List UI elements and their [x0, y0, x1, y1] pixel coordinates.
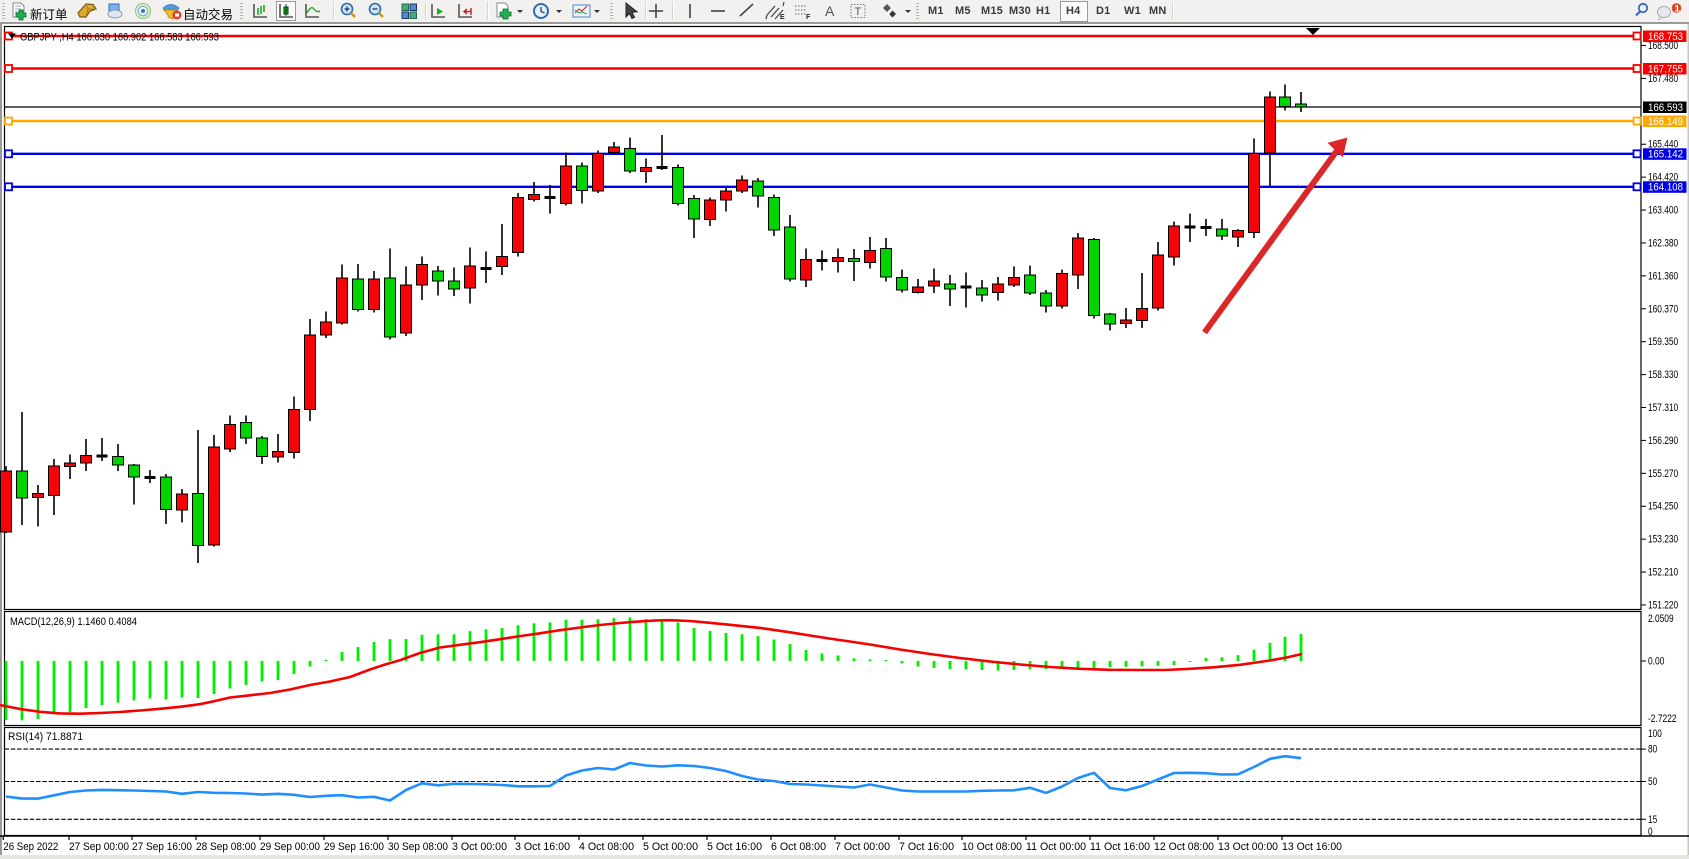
svg-text:159.350: 159.350 — [1648, 336, 1678, 348]
svg-text:50: 50 — [1648, 776, 1657, 788]
svg-text:167.480: 167.480 — [1648, 73, 1678, 85]
svg-text:155.270: 155.270 — [1648, 468, 1678, 480]
svg-text:164.108: 164.108 — [1648, 182, 1683, 194]
svg-text:0: 0 — [1648, 826, 1653, 838]
svg-text:13 Oct 16:00: 13 Oct 16:00 — [1282, 841, 1342, 853]
svg-text:11 Oct 16:00: 11 Oct 16:00 — [1090, 841, 1150, 853]
svg-text:0.00: 0.00 — [1648, 656, 1664, 668]
svg-text:152.210: 152.210 — [1648, 567, 1678, 579]
svg-text:163.400: 163.400 — [1648, 205, 1678, 217]
svg-text:80: 80 — [1648, 744, 1657, 756]
svg-text:166.593: 166.593 — [1648, 102, 1683, 114]
svg-text:15: 15 — [1648, 814, 1657, 826]
svg-text:156.290: 156.290 — [1648, 435, 1678, 447]
svg-text:13 Oct 00:00: 13 Oct 00:00 — [1218, 841, 1278, 853]
svg-text:E: E — [780, 14, 785, 21]
svg-text:164.420: 164.420 — [1648, 172, 1678, 184]
svg-text:12 Oct 08:00: 12 Oct 08:00 — [1154, 841, 1214, 853]
svg-text:3 Oct 00:00: 3 Oct 00:00 — [452, 841, 507, 853]
svg-text:153.230: 153.230 — [1648, 534, 1678, 546]
svg-text:30 Sep 08:00: 30 Sep 08:00 — [388, 841, 448, 853]
svg-text:168.753: 168.753 — [1648, 31, 1683, 43]
svg-text:168.500: 168.500 — [1648, 40, 1678, 52]
svg-text:160.370: 160.370 — [1648, 303, 1678, 315]
svg-text:-2.7222: -2.7222 — [1648, 713, 1677, 725]
svg-text:4 Oct 08:00: 4 Oct 08:00 — [579, 841, 634, 853]
svg-text:29 Sep 16:00: 29 Sep 16:00 — [324, 841, 384, 853]
svg-text:161.360: 161.360 — [1648, 270, 1678, 282]
svg-text:162.380: 162.380 — [1648, 237, 1678, 249]
svg-text:26 Sep 2022: 26 Sep 2022 — [3, 841, 58, 853]
svg-text:154.250: 154.250 — [1648, 501, 1678, 513]
svg-text:F: F — [806, 14, 811, 21]
svg-text:167.755: 167.755 — [1648, 63, 1683, 75]
svg-text:157.310: 157.310 — [1648, 402, 1678, 414]
svg-text:29 Sep 00:00: 29 Sep 00:00 — [260, 841, 320, 853]
svg-text:5 Oct 00:00: 5 Oct 00:00 — [643, 841, 698, 853]
svg-text:165.440: 165.440 — [1648, 139, 1678, 151]
svg-text:GBPJPY ,H4 166.630 166.902 166: GBPJPY ,H4 166.630 166.902 166.583 166.5… — [20, 32, 219, 44]
svg-text:2.0509: 2.0509 — [1648, 613, 1674, 625]
svg-text:28 Sep 08:00: 28 Sep 08:00 — [196, 841, 256, 853]
svg-text:7 Oct 16:00: 7 Oct 16:00 — [899, 841, 954, 853]
svg-text:27 Sep 16:00: 27 Sep 16:00 — [132, 841, 192, 853]
svg-text:100: 100 — [1648, 728, 1662, 740]
svg-text:158.330: 158.330 — [1648, 369, 1678, 381]
svg-text:A: A — [825, 3, 835, 19]
svg-text:5 Oct 16:00: 5 Oct 16:00 — [707, 841, 762, 853]
svg-text:RSI(14) 71.8871: RSI(14) 71.8871 — [8, 731, 83, 743]
svg-text:T: T — [855, 6, 862, 18]
svg-text:10 Oct 08:00: 10 Oct 08:00 — [962, 841, 1022, 853]
svg-text:151.220: 151.220 — [1648, 599, 1678, 611]
svg-text:6 Oct 08:00: 6 Oct 08:00 — [771, 841, 826, 853]
svg-text:11 Oct 00:00: 11 Oct 00:00 — [1026, 841, 1086, 853]
svg-text:MACD(12,26,9) 1.1460 0.4084: MACD(12,26,9) 1.1460 0.4084 — [10, 616, 137, 628]
svg-text:7 Oct 00:00: 7 Oct 00:00 — [835, 841, 890, 853]
svg-text:3 Oct 16:00: 3 Oct 16:00 — [515, 841, 570, 853]
svg-text:1: 1 — [1675, 4, 1681, 15]
svg-text:166.149: 166.149 — [1648, 116, 1683, 128]
svg-text:165.142: 165.142 — [1648, 149, 1683, 161]
svg-text:27 Sep 00:00: 27 Sep 00:00 — [69, 841, 129, 853]
